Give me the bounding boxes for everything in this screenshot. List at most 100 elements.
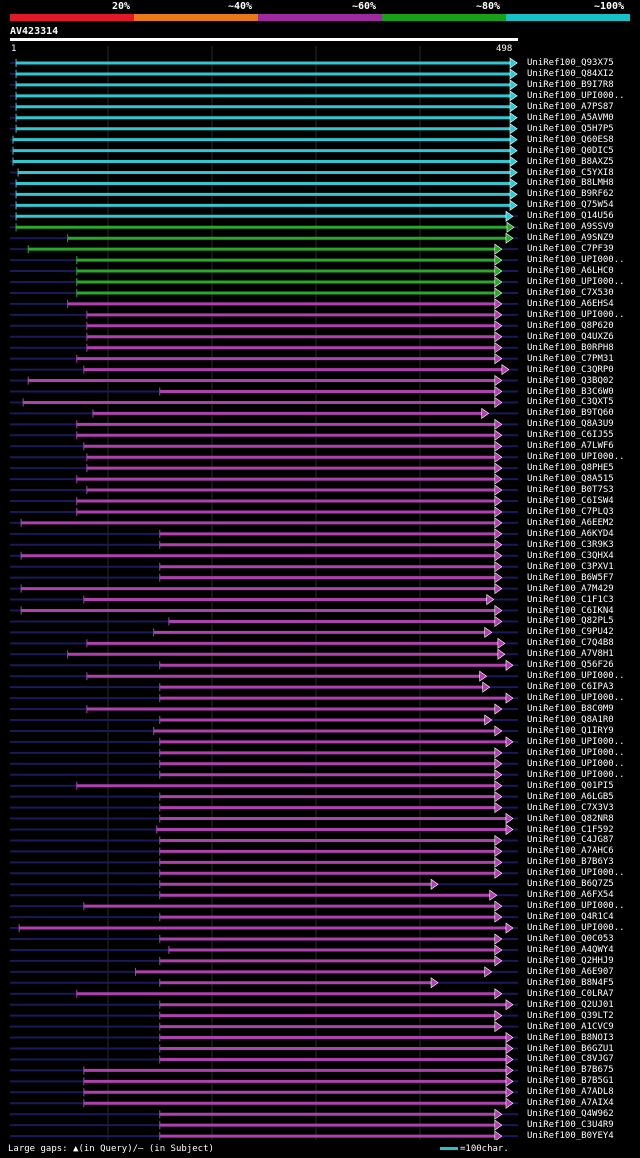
hit-label[interactable]: UniRef100_UPI000..	[527, 452, 625, 463]
hit-label[interactable]: UniRef100_Q2UJ01	[527, 999, 614, 1010]
hit-label[interactable]: UniRef100_C3QHX4	[527, 550, 614, 561]
hit-row[interactable]	[10, 298, 518, 310]
hit-row[interactable]	[10, 57, 518, 69]
hit-row[interactable]	[10, 988, 518, 1000]
hit-label[interactable]: UniRef100_Q8P620	[527, 320, 614, 331]
hit-label[interactable]: UniRef100_C7PLQ3	[527, 506, 614, 517]
hit-label[interactable]: UniRef100_C6IPA3	[527, 682, 614, 693]
hit-row[interactable]	[10, 1119, 518, 1131]
hit-row[interactable]	[10, 1130, 518, 1140]
hit-label[interactable]: UniRef100_B9RF62	[527, 189, 614, 200]
hit-label[interactable]: UniRef100_C3R9K3	[527, 539, 614, 550]
hit-row[interactable]	[10, 353, 518, 365]
hit-row[interactable]	[10, 966, 518, 978]
hit-label[interactable]: UniRef100_Q82NR8	[527, 813, 614, 824]
hit-row[interactable]	[10, 320, 518, 332]
hit-row[interactable]	[10, 1042, 518, 1055]
hit-label[interactable]: UniRef100_B7B6Y3	[527, 857, 614, 868]
hit-label[interactable]: UniRef100_A1CVC9	[527, 1021, 614, 1032]
hit-row[interactable]	[10, 374, 518, 387]
hit-label[interactable]: UniRef100_B8AXZ5	[527, 156, 614, 167]
hit-row[interactable]	[10, 823, 518, 836]
hit-row[interactable]	[10, 134, 518, 146]
hit-label[interactable]: UniRef100_Q14U56	[527, 211, 614, 222]
hit-label[interactable]: UniRef100_C7PM31	[527, 353, 614, 364]
hit-label[interactable]: UniRef100_A6EHS4	[527, 298, 614, 309]
hit-row[interactable]	[10, 736, 518, 748]
hit-label[interactable]: UniRef100_Q56F26	[527, 660, 614, 671]
hit-row[interactable]	[10, 922, 518, 934]
hit-label[interactable]: UniRef100_Q5H7P5	[527, 123, 614, 134]
hit-row[interactable]	[10, 1075, 518, 1087]
hit-row[interactable]	[10, 145, 518, 157]
hit-row[interactable]	[10, 845, 518, 857]
hit-row[interactable]	[10, 648, 518, 660]
hit-label[interactable]: UniRef100_B8LMH8	[527, 178, 614, 189]
hit-row[interactable]	[10, 725, 518, 737]
hit-row[interactable]	[10, 933, 518, 945]
hit-label[interactable]: UniRef100_B3C6W0	[527, 386, 614, 397]
hit-row[interactable]	[10, 243, 518, 255]
hit-label[interactable]: UniRef100_A6KYD4	[527, 528, 614, 539]
hit-label[interactable]: UniRef100_UPI000..	[527, 309, 625, 320]
hit-label[interactable]: UniRef100_B8NOI3	[527, 1032, 614, 1043]
hit-label[interactable]: UniRef100_Q60ES8	[527, 134, 614, 145]
hit-row[interactable]	[10, 539, 518, 551]
hit-label[interactable]: UniRef100_A7M429	[527, 583, 614, 594]
hit-row[interactable]	[10, 659, 518, 671]
hit-label[interactable]: UniRef100_Q8PHE5	[527, 463, 614, 474]
hit-label[interactable]: UniRef100_Q0C053	[527, 934, 614, 944]
hit-row[interactable]	[10, 429, 518, 441]
hit-row[interactable]	[10, 1021, 518, 1033]
hit-label[interactable]: UniRef100_B6GZU1	[527, 1043, 614, 1054]
hit-label[interactable]: UniRef100_C7Q4B8	[527, 638, 614, 649]
hit-label[interactable]: UniRef100_Q82PL5	[527, 616, 614, 627]
hit-label[interactable]: UniRef100_B8C0M9	[527, 704, 614, 715]
hit-label[interactable]: UniRef100_Q93X75	[527, 58, 614, 68]
hit-row[interactable]	[10, 79, 518, 91]
hit-row[interactable]	[10, 999, 518, 1011]
hit-row[interactable]	[10, 440, 518, 452]
hit-label[interactable]: UniRef100_C3QXT5	[527, 397, 614, 408]
hit-row[interactable]	[10, 780, 518, 792]
hit-row[interactable]	[10, 407, 518, 419]
hit-label[interactable]: UniRef100_Q8A3U9	[527, 419, 614, 430]
hit-row[interactable]	[10, 506, 518, 518]
hit-label[interactable]: UniRef100_A6FX54	[527, 890, 614, 901]
hit-row[interactable]	[10, 123, 518, 135]
hit-row[interactable]	[10, 802, 518, 814]
hit-label[interactable]: UniRef100_C6ISW4	[527, 496, 614, 506]
hit-row[interactable]	[10, 210, 518, 222]
hit-row[interactable]	[10, 232, 518, 244]
hit-row[interactable]	[10, 473, 518, 485]
hit-row[interactable]	[10, 1064, 518, 1076]
hit-row[interactable]	[10, 451, 518, 463]
hit-row[interactable]	[10, 287, 518, 299]
hit-row[interactable]	[10, 637, 518, 649]
hit-row[interactable]	[10, 812, 518, 825]
hit-label[interactable]: UniRef100_C5YXI8	[527, 167, 614, 178]
hit-label[interactable]: UniRef100_C0LRA7	[527, 988, 614, 999]
hit-row[interactable]	[10, 615, 518, 628]
hit-label[interactable]: UniRef100_A9SNZ9	[527, 233, 614, 244]
hit-label[interactable]: UniRef100_UPI000..	[527, 758, 625, 769]
hit-label[interactable]: UniRef100_UPI000..	[527, 277, 625, 287]
hit-row[interactable]	[10, 385, 518, 398]
hit-label[interactable]: UniRef100_UPI000..	[527, 868, 625, 879]
hit-row[interactable]	[10, 769, 518, 781]
hit-row[interactable]	[10, 692, 518, 704]
hit-row[interactable]	[10, 1053, 518, 1066]
hit-label[interactable]: UniRef100_UPI000..	[527, 923, 625, 934]
hit-row[interactable]	[10, 911, 518, 923]
hit-label[interactable]: UniRef100_Q39LT2	[527, 1010, 614, 1021]
hit-label[interactable]: UniRef100_B7B675	[527, 1065, 614, 1076]
hit-row[interactable]	[10, 791, 518, 803]
hit-label[interactable]: UniRef100_C6IJ55	[527, 430, 614, 441]
hit-label[interactable]: UniRef100_Q75W54	[527, 200, 614, 211]
hit-row[interactable]	[10, 254, 518, 266]
hit-row[interactable]	[10, 364, 518, 376]
hit-row[interactable]	[10, 418, 518, 430]
hit-label[interactable]: UniRef100_C4JG87	[527, 835, 614, 846]
hit-row[interactable]	[10, 583, 518, 595]
hit-label[interactable]: UniRef100_B0RPH8	[527, 342, 614, 353]
